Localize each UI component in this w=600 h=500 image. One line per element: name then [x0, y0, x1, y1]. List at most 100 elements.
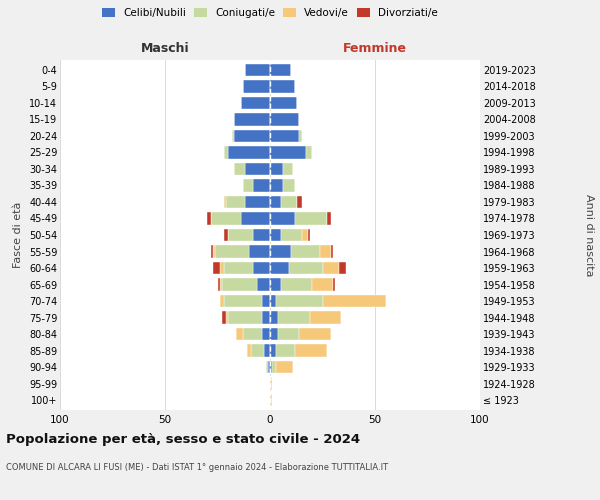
- Bar: [264, 344, 270, 357]
- Bar: [270, 196, 281, 208]
- Bar: [207, 212, 211, 224]
- Bar: [228, 229, 253, 241]
- Bar: [291, 246, 320, 258]
- Bar: [333, 278, 335, 290]
- Bar: [224, 262, 253, 274]
- Bar: [253, 262, 270, 274]
- Bar: [222, 312, 226, 324]
- Bar: [277, 344, 295, 357]
- Bar: [278, 312, 310, 324]
- Bar: [289, 262, 323, 274]
- Bar: [235, 163, 245, 175]
- Bar: [228, 312, 262, 324]
- Bar: [245, 163, 270, 175]
- Bar: [270, 163, 283, 175]
- Bar: [214, 262, 220, 274]
- Bar: [262, 328, 270, 340]
- Bar: [222, 278, 257, 290]
- Bar: [270, 312, 278, 324]
- Bar: [323, 295, 386, 307]
- Bar: [323, 262, 340, 274]
- Bar: [340, 262, 346, 274]
- Bar: [242, 180, 253, 192]
- Y-axis label: Fasce di età: Fasce di età: [13, 202, 23, 268]
- Bar: [218, 278, 220, 290]
- Bar: [306, 146, 312, 158]
- Bar: [270, 146, 306, 158]
- Bar: [235, 130, 270, 142]
- Bar: [214, 246, 215, 258]
- Bar: [326, 212, 331, 224]
- Bar: [224, 229, 228, 241]
- Bar: [270, 328, 278, 340]
- Bar: [232, 130, 235, 142]
- Bar: [235, 113, 270, 126]
- Bar: [270, 212, 295, 224]
- Bar: [242, 80, 270, 92]
- Bar: [226, 196, 245, 208]
- Bar: [253, 180, 270, 192]
- Bar: [266, 361, 268, 374]
- Bar: [277, 361, 293, 374]
- Bar: [270, 96, 298, 109]
- Bar: [308, 229, 310, 241]
- Bar: [253, 229, 270, 241]
- Bar: [257, 278, 270, 290]
- Text: Maschi: Maschi: [140, 42, 190, 55]
- Bar: [228, 146, 270, 158]
- Bar: [270, 113, 299, 126]
- Bar: [270, 378, 272, 390]
- Bar: [224, 196, 226, 208]
- Bar: [278, 328, 299, 340]
- Bar: [262, 295, 270, 307]
- Bar: [270, 229, 281, 241]
- Bar: [215, 246, 249, 258]
- Bar: [270, 246, 291, 258]
- Bar: [281, 278, 312, 290]
- Bar: [243, 328, 262, 340]
- Bar: [220, 262, 224, 274]
- Text: Femmine: Femmine: [343, 42, 407, 55]
- Bar: [298, 196, 302, 208]
- Legend: Celibi/Nubili, Coniugati/e, Vedovi/e, Divorziati/e: Celibi/Nubili, Coniugati/e, Vedovi/e, Di…: [102, 8, 438, 18]
- Text: COMUNE DI ALCARA LI FUSI (ME) - Dati ISTAT 1° gennaio 2024 - Elaborazione TUTTIT: COMUNE DI ALCARA LI FUSI (ME) - Dati IST…: [6, 462, 388, 471]
- Bar: [241, 96, 270, 109]
- Bar: [247, 344, 251, 357]
- Bar: [281, 229, 302, 241]
- Bar: [249, 246, 270, 258]
- Bar: [211, 212, 241, 224]
- Bar: [283, 163, 293, 175]
- Bar: [302, 229, 308, 241]
- Bar: [295, 344, 326, 357]
- Bar: [241, 212, 270, 224]
- Bar: [270, 278, 281, 290]
- Bar: [277, 295, 323, 307]
- Bar: [270, 295, 277, 307]
- Bar: [272, 361, 277, 374]
- Bar: [220, 295, 224, 307]
- Bar: [224, 146, 228, 158]
- Bar: [299, 130, 302, 142]
- Text: Anni di nascita: Anni di nascita: [584, 194, 594, 276]
- Bar: [245, 64, 270, 76]
- Bar: [251, 344, 264, 357]
- Bar: [268, 361, 270, 374]
- Bar: [312, 278, 333, 290]
- Text: Popolazione per età, sesso e stato civile - 2024: Popolazione per età, sesso e stato civil…: [6, 432, 360, 446]
- Bar: [331, 246, 333, 258]
- Bar: [270, 262, 289, 274]
- Bar: [236, 328, 242, 340]
- Bar: [281, 196, 298, 208]
- Bar: [310, 312, 341, 324]
- Bar: [299, 328, 331, 340]
- Bar: [220, 278, 222, 290]
- Bar: [270, 361, 272, 374]
- Bar: [270, 64, 291, 76]
- Bar: [295, 212, 326, 224]
- Bar: [270, 130, 299, 142]
- Bar: [270, 394, 272, 406]
- Bar: [245, 196, 270, 208]
- Bar: [270, 344, 277, 357]
- Bar: [320, 246, 331, 258]
- Bar: [211, 246, 214, 258]
